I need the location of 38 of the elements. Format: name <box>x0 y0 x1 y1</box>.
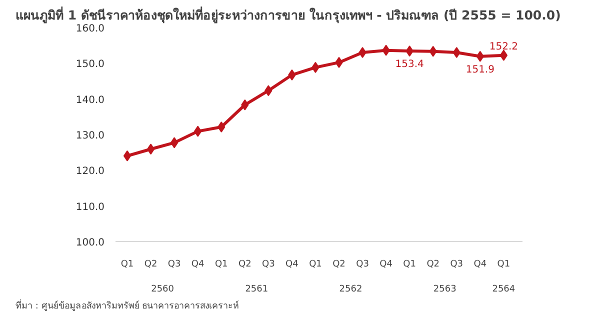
x-tick-label: Q2 <box>238 260 252 270</box>
y-tick-label: 120.0 <box>76 166 105 178</box>
x-tick-label: Q3 <box>262 260 275 270</box>
x-tick-label: Q1 <box>497 260 510 270</box>
y-tick-label: 130.0 <box>76 130 105 142</box>
y-tick-label: 100.0 <box>76 238 105 248</box>
x-tick-label: Q4 <box>474 260 487 270</box>
x-tick-label: Q1 <box>120 260 134 270</box>
x-tick-label: Q2 <box>332 260 346 270</box>
text: 2564 <box>492 284 516 294</box>
x-tick-label: Q1 <box>403 260 416 270</box>
x-tick-label: Q1 <box>214 260 228 270</box>
x-tick-label: Q2 <box>426 260 440 270</box>
x-tick-label: Q3 <box>356 260 369 270</box>
data-label: 151.9 <box>466 64 494 76</box>
text: 2562 <box>339 284 362 294</box>
point <box>170 137 178 148</box>
data-label: 152.2 <box>489 41 518 52</box>
text: 2560 <box>151 284 174 294</box>
x-tick-label: Q1 <box>309 260 322 270</box>
x-tick-label: Q4 <box>380 260 393 270</box>
y-tick-label: 160.0 <box>76 24 105 34</box>
y-tick-label: 110.0 <box>76 202 105 213</box>
point <box>500 50 508 61</box>
text: 2563 <box>433 284 456 294</box>
x-tick-label: Q2 <box>144 260 158 270</box>
y-tick-label: 140.0 <box>76 94 105 106</box>
x-tick-label: Q4 <box>191 260 205 270</box>
point <box>146 144 155 155</box>
x-tick-label: Q3 <box>450 260 464 270</box>
point <box>123 150 132 162</box>
text: 2561 <box>245 284 268 294</box>
chart-title: แผนภูมิที่ 1 ดัชนีราคาห้องชุดใหม่ที่อยู่ระหว่างการขาย ในกรุงเทพฯ - ปริมณฑล (ปี 2555 = 100.0) <box>16 6 561 24</box>
text: ที่มา : ศูนย์ข้อมูลอสังหาริมทรัพย์ ธนาคารอาคารสงเคราะห์ <box>16 298 240 312</box>
x-tick-label: Q4 <box>286 260 299 270</box>
y-tick-label: 150.0 <box>76 59 105 70</box>
x-tick-label: Q3 <box>168 260 181 270</box>
data-label: 153.4 <box>395 59 424 70</box>
